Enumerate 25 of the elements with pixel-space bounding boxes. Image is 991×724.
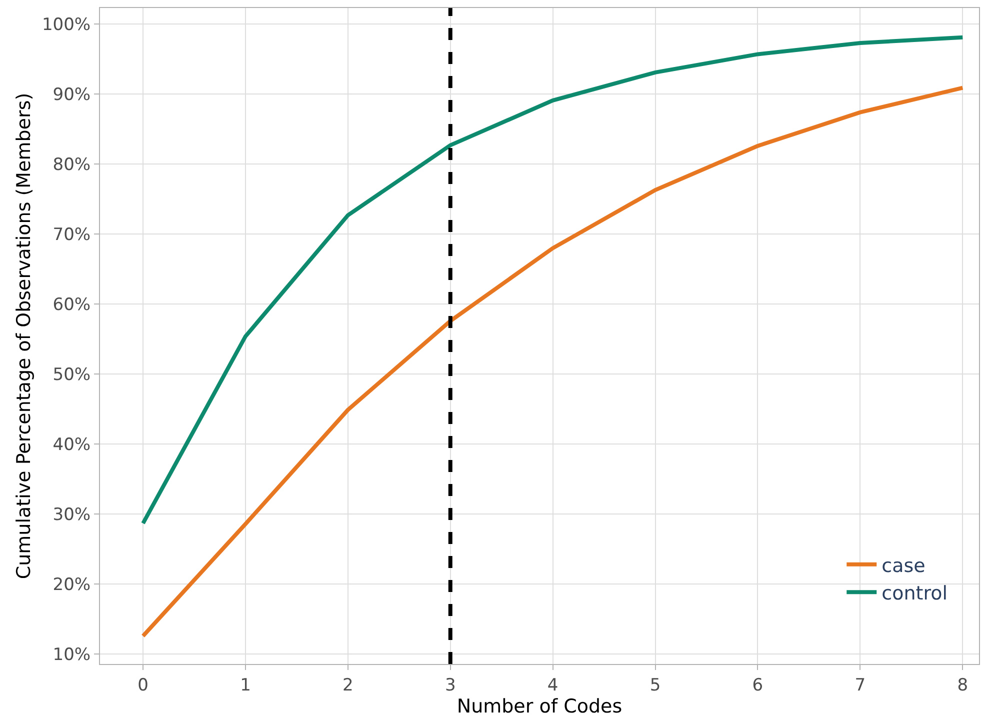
- y-axis-title: Cumulative Percentage of Observations (Members): [12, 92, 35, 580]
- y-tick-label: 100%: [42, 15, 91, 36]
- y-tick-label: 90%: [52, 85, 91, 106]
- y-tick-label: 60%: [52, 295, 91, 316]
- legend-label: case: [882, 554, 926, 577]
- x-axis-title: Number of Codes: [456, 695, 622, 718]
- y-tick-label: 20%: [52, 575, 91, 596]
- x-tick-label: 3: [444, 675, 456, 696]
- y-tick-label: 10%: [52, 645, 91, 666]
- y-tick-label: 30%: [52, 505, 91, 526]
- x-tick-label: 5: [650, 675, 661, 696]
- x-tick-label: 1: [240, 675, 251, 696]
- x-tick-label: 8: [957, 675, 968, 696]
- legend-label: control: [882, 582, 948, 604]
- x-tick-label: 6: [752, 675, 764, 696]
- x-tick-label: 2: [342, 675, 354, 696]
- line-series: [141, 35, 965, 526]
- x-tick-label: 4: [547, 675, 558, 696]
- y-tick-label: 50%: [52, 365, 91, 386]
- y-tick-label: 70%: [52, 225, 91, 246]
- y-tick-label: 40%: [52, 435, 91, 456]
- x-tick-label: 0: [138, 675, 148, 696]
- line-series: [141, 86, 965, 638]
- y-tick-label: 80%: [52, 155, 91, 176]
- x-tick-label: 7: [854, 675, 866, 696]
